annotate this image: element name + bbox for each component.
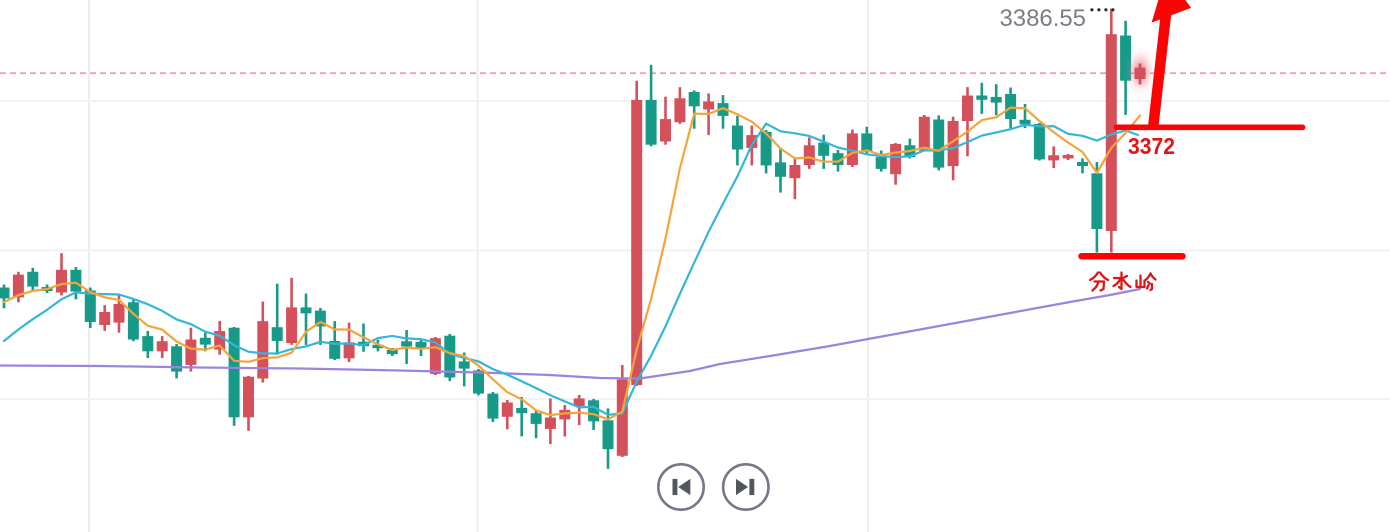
svg-text:3372: 3372	[1128, 133, 1175, 159]
svg-text:3386.55: 3386.55	[1000, 5, 1087, 32]
